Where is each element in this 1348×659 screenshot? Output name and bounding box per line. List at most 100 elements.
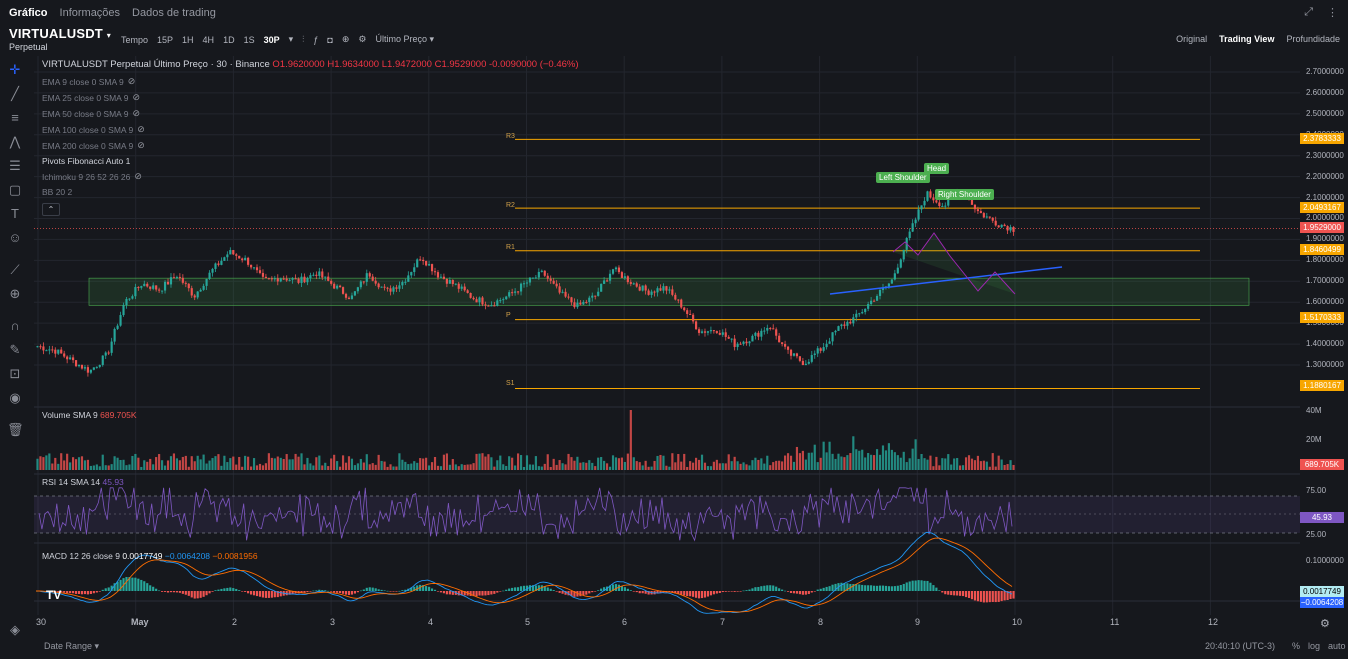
ruler-icon[interactable]: ⟋ (10, 262, 20, 277)
collapse-legend-button[interactable]: ⌃ (42, 203, 60, 216)
volume-bar (988, 466, 991, 470)
log-toggle[interactable]: log (1308, 641, 1321, 651)
tab-dados-trading[interactable]: Dados de trading (132, 7, 216, 19)
camera-icon[interactable]: ◘ (327, 34, 333, 45)
legend-ema50[interactable]: EMA 50 close 0 SMA 9 ⊘ (42, 108, 140, 119)
lock-icon[interactable]: ⊡ (9, 366, 21, 381)
volume-bar (935, 456, 938, 470)
macd-hist-bar (932, 585, 935, 591)
candle-body (534, 277, 537, 279)
pattern-right-shoulder: Right Shoulder (935, 189, 994, 200)
macd-legend[interactable]: MACD 12 26 close 9 0.0017749 −0.0064208 … (42, 551, 258, 561)
candle-body (57, 349, 60, 354)
timeframe-1s[interactable]: 1S (243, 34, 255, 45)
volume-bar (695, 457, 698, 470)
text-icon[interactable]: T (11, 206, 19, 221)
view-original[interactable]: Original (1176, 34, 1208, 44)
macd-hist-bar (579, 591, 582, 597)
add-icon[interactable]: ⊕ (341, 34, 350, 44)
hidden-eye-icon[interactable]: ⊘ (132, 92, 141, 102)
timeframe-1h[interactable]: 1H (182, 34, 194, 45)
candle-body (591, 295, 594, 298)
hidden-eye-icon[interactable]: ⊘ (127, 76, 136, 86)
expand-icon[interactable]: ⤢ (1304, 6, 1313, 18)
legend-ichimoku[interactable]: Ichimoku 9 26 52 26 26 ⊘ (42, 171, 142, 182)
volume-legend[interactable]: Volume SMA 9 689.705K (42, 410, 137, 420)
macd-hist-bar (439, 591, 443, 593)
fib-icon[interactable]: ≡ (11, 110, 19, 125)
rsi-legend[interactable]: RSI 14 SMA 14 45.93 (42, 477, 124, 487)
candle-body (656, 288, 659, 293)
tab-grafico[interactable]: Gráfico (9, 7, 48, 19)
auto-toggle[interactable]: auto (1328, 641, 1346, 651)
indicators-icon[interactable]: ƒ (313, 34, 319, 45)
trendline-icon[interactable]: ╱ (11, 86, 19, 101)
candle-body (706, 331, 710, 333)
legend-ema200[interactable]: EMA 200 close 0 SMA 9 ⊘ (42, 140, 145, 151)
clock[interactable]: 20:40:10 (UTC-3) (1205, 641, 1276, 651)
timeframe-1d[interactable]: 1D (223, 34, 235, 45)
emoji-icon[interactable]: ☺ (8, 230, 22, 245)
draw-lock-icon[interactable]: ✎ (9, 342, 21, 357)
candle-body (330, 280, 333, 284)
hidden-eye-icon[interactable]: ⊘ (137, 124, 145, 134)
tab-informacoes[interactable]: Informações (59, 7, 121, 19)
volume-bar (956, 458, 959, 470)
legend-pivots[interactable]: Pivots Fibonacci Auto 1 (42, 156, 130, 166)
hidden-eye-icon[interactable]: ⊘ (134, 171, 142, 181)
candle-body (677, 299, 680, 301)
candle-body (908, 231, 911, 239)
date-range-button[interactable]: Date Range ▾ (44, 641, 100, 651)
last-price-select[interactable]: Último Preço ▾ (375, 34, 435, 44)
crosshair-icon[interactable]: ✛ (9, 62, 21, 77)
pivot-label-r2: R2 (506, 202, 515, 209)
legend-ema100[interactable]: EMA 100 close 0 SMA 9 ⊘ (42, 124, 145, 135)
zoom-icon[interactable]: ⊕ (9, 286, 21, 301)
legend-bb[interactable]: BB 20 2 (42, 187, 72, 197)
timeframe-15p[interactable]: 15P (157, 34, 174, 45)
timeframe-30p[interactable]: 30P (263, 34, 280, 45)
view-switcher: Original Trading View Profundidade (1176, 34, 1340, 44)
candle-body (401, 282, 404, 286)
candle-body (514, 291, 517, 293)
percent-toggle[interactable]: % (1292, 641, 1301, 651)
view-trading-view[interactable]: Trading View (1219, 34, 1275, 44)
timeframe-tempo[interactable]: Tempo (121, 34, 149, 45)
volume-bar (131, 455, 134, 470)
hidden-eye-icon[interactable]: ⊘ (137, 140, 145, 150)
view-profundidade[interactable]: Profundidade (1286, 34, 1340, 44)
macd-hist-bar (953, 591, 956, 596)
volume-bar (899, 457, 902, 470)
volume-bar (784, 455, 787, 470)
symbol-selector[interactable]: VIRTUALUSDT ▾ Perpetual (9, 26, 111, 52)
macd-hist-bar (247, 591, 250, 594)
time-axis[interactable]: 30 May 2 3 4 5 6 7 8 9 10 11 12 (34, 617, 1300, 631)
trash-icon[interactable]: 🗑 (7, 422, 24, 437)
volume-bar (371, 463, 374, 470)
chevron-down-icon[interactable]: ▾ (288, 34, 294, 44)
magnet-icon[interactable]: ∩ (10, 318, 20, 333)
volume-bar (433, 456, 437, 470)
chart-canvas[interactable] (0, 56, 1300, 617)
rsi-band (34, 496, 1300, 533)
price-tick: 2.2000000 (1306, 172, 1344, 181)
volume-bar (789, 455, 793, 470)
volume-bar (950, 464, 953, 470)
candle-body (472, 297, 475, 300)
chart-type-icon[interactable]: ⫶ (302, 34, 305, 44)
eye-icon[interactable]: ◉ (9, 390, 21, 405)
candle-body (781, 342, 784, 344)
legend-ema25[interactable]: EMA 25 close 0 SMA 9 ⊘ (42, 92, 140, 103)
shapes-icon[interactable]: ▢ (8, 182, 22, 197)
timeframe-4h[interactable]: 4H (202, 34, 215, 45)
macd-hist-bar (896, 585, 899, 591)
settings-icon[interactable]: ⚙ (1320, 618, 1330, 630)
legend-label: BB 20 2 (42, 187, 73, 197)
settings-icon[interactable]: ⚙ (358, 34, 367, 44)
more-icon[interactable]: ⋮ (1327, 7, 1338, 19)
layers-icon[interactable]: ◈ (10, 622, 20, 637)
hidden-eye-icon[interactable]: ⊘ (132, 108, 141, 118)
pattern-icon[interactable]: ⋀ (9, 134, 21, 149)
projection-icon[interactable]: ☰ (9, 158, 21, 173)
legend-ema9[interactable]: EMA 9 close 0 SMA 9 ⊘ (42, 76, 135, 87)
